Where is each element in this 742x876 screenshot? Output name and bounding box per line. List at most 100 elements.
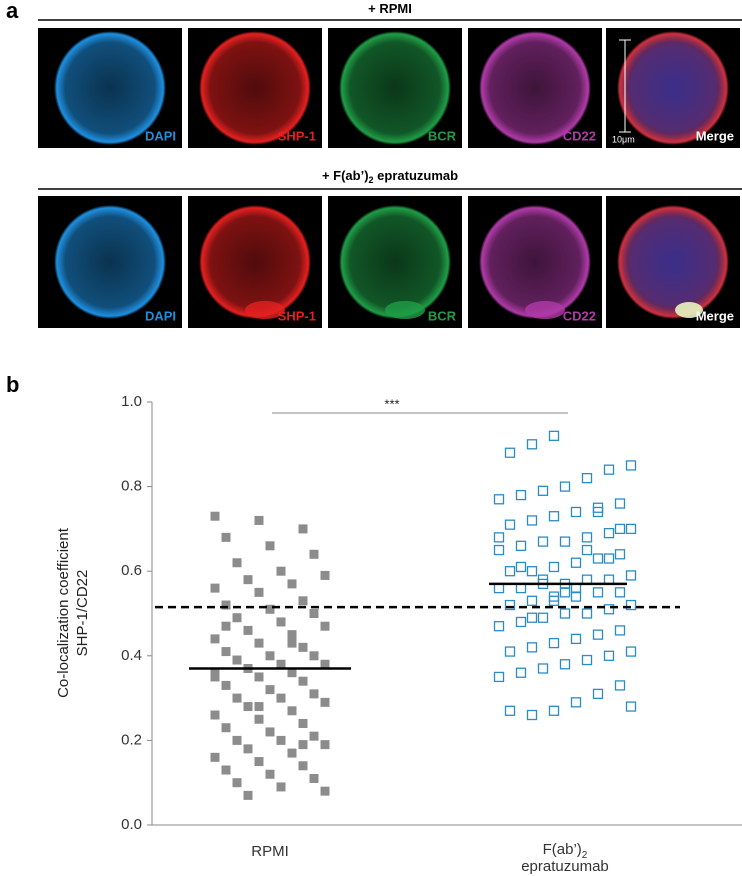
- point: [210, 583, 220, 593]
- point: [265, 541, 275, 551]
- point: [298, 718, 308, 728]
- point: [614, 549, 626, 560]
- point: [515, 616, 527, 628]
- point: [526, 515, 538, 526]
- point: [254, 587, 264, 597]
- cell: [54, 31, 166, 145]
- point: [243, 744, 253, 754]
- point: [254, 757, 264, 767]
- channel-label: BCR: [428, 128, 457, 143]
- point: [309, 609, 319, 618]
- cell: [617, 31, 729, 145]
- point: [276, 659, 286, 669]
- point: [548, 430, 560, 441]
- cell: [617, 205, 729, 319]
- scale-label: 10μm: [612, 134, 635, 144]
- point: [625, 599, 637, 611]
- point: [493, 494, 505, 505]
- point: [287, 579, 297, 589]
- point: [287, 748, 297, 758]
- point: [254, 714, 264, 724]
- cell: [199, 205, 311, 319]
- point: [526, 612, 538, 623]
- y-tick-label: 0.6: [121, 562, 142, 579]
- point: [614, 680, 626, 691]
- point: [232, 613, 242, 623]
- title-part: 2: [369, 175, 374, 185]
- point: [603, 604, 615, 615]
- point: [592, 506, 604, 518]
- point: [287, 638, 297, 648]
- point: [526, 595, 538, 606]
- point: [265, 604, 275, 614]
- cell: [479, 205, 591, 319]
- point: [570, 633, 582, 645]
- channel-label: SHP-1: [278, 308, 316, 323]
- label-part: 2: [582, 850, 588, 861]
- point: [243, 625, 253, 635]
- point: [320, 570, 330, 580]
- point: [493, 621, 505, 632]
- point: [614, 523, 626, 535]
- point: [221, 600, 231, 610]
- point: [298, 642, 308, 652]
- channel-label: Merge: [696, 308, 734, 323]
- channel-label: Merge: [696, 128, 734, 143]
- point: [210, 668, 220, 678]
- point: [265, 685, 275, 695]
- point: [625, 460, 637, 471]
- point: [232, 655, 242, 665]
- cell: [339, 205, 451, 319]
- point: [254, 702, 264, 712]
- point: [320, 740, 330, 750]
- point: [548, 561, 560, 573]
- y-tick-label: 0.8: [121, 478, 142, 495]
- channel-label: DAPI: [145, 128, 176, 143]
- point: [309, 651, 319, 661]
- row-title: + RPMI: [368, 1, 412, 16]
- point: [603, 527, 615, 539]
- point: [276, 693, 286, 703]
- point: [581, 544, 593, 556]
- point: [548, 637, 560, 649]
- point: [309, 549, 319, 559]
- point: [592, 629, 604, 640]
- point: [548, 595, 560, 606]
- point: [559, 608, 571, 619]
- point: [221, 621, 231, 631]
- point: [232, 735, 242, 745]
- point: [320, 786, 330, 796]
- point: [254, 638, 264, 648]
- point: [526, 709, 538, 721]
- channel-label: BCR: [428, 308, 457, 323]
- point: [581, 654, 593, 666]
- y-tick-label: 0.0: [121, 816, 142, 833]
- label-part: RPMI: [251, 843, 289, 860]
- point: [581, 608, 593, 619]
- label-part: F(ab’): [543, 841, 582, 858]
- point: [625, 523, 637, 535]
- point: [614, 587, 626, 598]
- point: [548, 511, 560, 522]
- point: [625, 701, 637, 712]
- point: [221, 680, 231, 690]
- point: [254, 515, 264, 525]
- point: [570, 557, 582, 568]
- point: [603, 464, 615, 475]
- panel-label: b: [6, 372, 19, 397]
- point: [537, 612, 549, 623]
- point: [548, 705, 560, 716]
- point: [504, 705, 516, 716]
- point: [309, 689, 319, 699]
- point: [221, 723, 231, 733]
- point: [581, 532, 593, 543]
- channel-label: CD22: [563, 308, 596, 323]
- point: [537, 536, 549, 547]
- cap: [525, 301, 565, 319]
- point: [276, 735, 286, 745]
- point: [221, 532, 231, 542]
- point: [603, 553, 615, 564]
- point: [504, 599, 516, 611]
- point: [515, 561, 527, 573]
